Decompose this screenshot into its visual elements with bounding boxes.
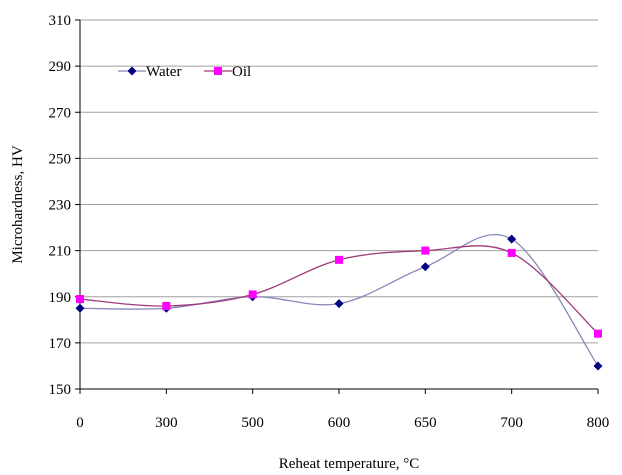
x-tick-label: 500 — [241, 415, 264, 431]
series — [75, 233, 603, 371]
data-point-oil — [421, 246, 430, 255]
x-axis-label: Reheat temperature, °C — [279, 456, 420, 472]
data-point-water — [334, 299, 344, 309]
y-tick-label: 290 — [49, 59, 72, 75]
legend-marker — [214, 67, 222, 75]
y-tick-label: 310 — [49, 13, 72, 29]
data-point-oil — [76, 295, 84, 304]
legend-marker — [127, 66, 137, 76]
data-point-oil — [507, 248, 516, 257]
y-tick-label: 170 — [49, 336, 72, 352]
x-tick-label: 600 — [328, 415, 351, 431]
data-point-water — [75, 303, 85, 313]
x-tick-label: 800 — [587, 415, 610, 431]
axes: 150 170 190 210 230 250 270 290 310 0 300 500 600 650… — [49, 13, 610, 431]
data-point-water — [507, 234, 517, 244]
data-point-oil — [162, 301, 171, 310]
y-tick-label: 210 — [49, 244, 72, 260]
y-tick-label: 270 — [49, 105, 72, 121]
x-tick-label: 0 — [76, 415, 84, 431]
gridlines — [80, 19, 598, 344]
x-tick-label: 700 — [500, 415, 523, 431]
data-point-water — [420, 262, 430, 272]
legend-label: Oil — [232, 64, 251, 80]
y-tick-label: 250 — [49, 151, 72, 167]
x-tick-label: 650 — [414, 415, 437, 431]
y-tick-label: 230 — [49, 198, 72, 214]
data-point-oil — [594, 329, 602, 338]
data-point-oil — [335, 255, 343, 264]
data-point-oil — [248, 290, 257, 299]
axis-labels: Microhardness, HV Reheat temperature, °C — [10, 145, 419, 472]
y-tick-label: 150 — [49, 382, 72, 398]
legend: Water Oil — [118, 64, 251, 80]
x-tick-label: 300 — [155, 415, 178, 431]
y-axis-label: Microhardness, HV — [10, 145, 26, 263]
y-tick-label: 190 — [49, 290, 72, 306]
legend-label: Water — [146, 64, 181, 80]
data-point-water — [593, 361, 603, 371]
